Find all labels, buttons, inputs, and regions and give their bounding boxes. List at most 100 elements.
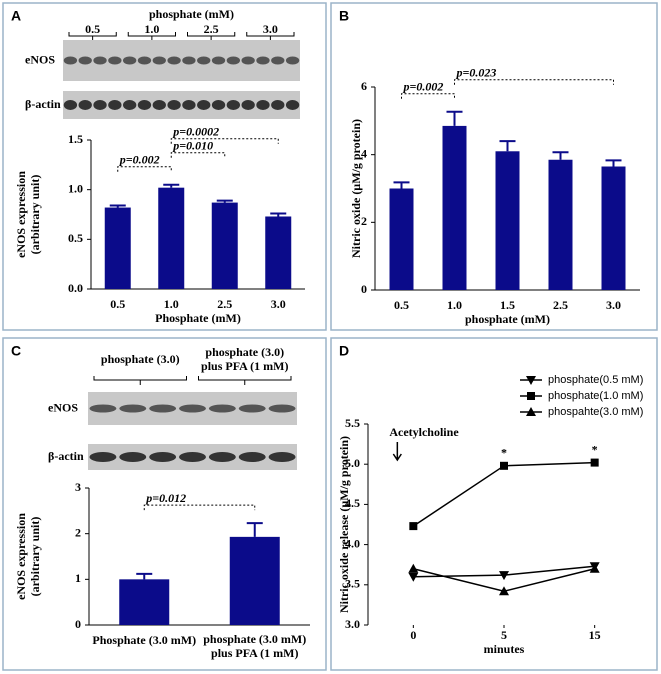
blot-band: [197, 100, 211, 110]
y-tick-label: 2: [361, 214, 367, 228]
bar: [601, 166, 626, 290]
x-tick-label: 5: [501, 628, 507, 642]
significance-bracket: [454, 79, 614, 85]
legend-marker: [526, 376, 536, 385]
blot-band: [78, 100, 92, 110]
error-bar: [499, 140, 516, 152]
panel-border: [330, 337, 658, 671]
blot-band: [179, 404, 206, 413]
blot-row-label: β-actin: [25, 97, 61, 111]
error-bar: [446, 110, 463, 126]
panel-border: [2, 337, 327, 671]
blot-band: [238, 404, 266, 413]
blot-band: [208, 452, 236, 462]
panel-label: A: [11, 8, 21, 24]
annotation: *: [501, 446, 507, 460]
panel-label: D: [339, 343, 349, 359]
x-tick-label: phosphate (3.0 mM) plus PFA (1 mM): [203, 632, 306, 660]
blot-band: [108, 100, 122, 110]
y-tick-label: 2: [75, 525, 81, 539]
blot-band: [119, 404, 147, 413]
error-bar: [246, 522, 263, 537]
blot-band: [256, 100, 270, 110]
blot-band: [271, 100, 285, 110]
blot-band: [119, 452, 147, 462]
point: [500, 461, 508, 470]
y-tick-label: 3.5: [345, 577, 360, 591]
blot-row-label: eNOS: [25, 52, 55, 66]
error-bar: [216, 199, 233, 203]
blot-band: [241, 56, 255, 65]
y-tick-label: 4.0: [345, 536, 360, 550]
blot-band: [208, 404, 236, 413]
y-tick-label: 3: [75, 480, 81, 494]
blot-band: [93, 100, 107, 110]
y-tick-label: 0: [361, 282, 367, 296]
y-tick-label: 6: [361, 79, 367, 93]
annotation-arrow: [392, 442, 402, 462]
lane-bracket: [93, 376, 187, 385]
blot-band: [63, 56, 78, 65]
significance-bracket: [170, 152, 226, 158]
x-tick-label: 2.5: [553, 298, 568, 312]
y-tick-label: 3.0: [345, 617, 360, 631]
error-bar: [270, 212, 287, 217]
blot-header: phosphate (mM): [149, 7, 234, 21]
blot-band: [93, 56, 107, 65]
y-tick-label: 0.0: [68, 281, 83, 295]
legend-label: phospahte(3.0 mM): [548, 406, 643, 418]
p-value: p=0.002: [403, 79, 444, 93]
legend-label: phosphate(0.5 mM): [548, 374, 643, 386]
lane-label: phosphate (3.0) plus PFA (1 mM): [201, 345, 288, 373]
blot-band: [285, 56, 300, 65]
error-bar: [163, 183, 180, 188]
y-axis-label: eNOS expression(arbitrary unit): [14, 513, 42, 600]
blot-band: [122, 56, 137, 65]
p-value: p=0.010: [172, 138, 213, 152]
x-tick-label: 0: [410, 628, 416, 642]
point: [408, 563, 419, 573]
blot-band: [256, 56, 270, 65]
lane-bracket: [198, 376, 292, 385]
error-bar: [109, 204, 126, 208]
y-axis-label: Nitric oxide release (µM/g protein): [337, 436, 351, 613]
bar: [119, 579, 170, 625]
y-axis-label: Nitric oxide (µM/g protein): [349, 119, 363, 258]
p-value: p=0.0002: [172, 124, 219, 138]
x-tick-label: 3.0: [271, 297, 286, 311]
blot-band: [268, 452, 296, 462]
bar: [548, 159, 573, 290]
y-tick-label: 4.5: [345, 496, 360, 510]
annotation: *: [592, 442, 598, 456]
point: [499, 571, 509, 581]
p-value: p=0.002: [119, 152, 160, 166]
blot-band: [108, 56, 122, 65]
blot-band: [78, 56, 92, 65]
blot-band: [89, 404, 117, 413]
blot-band: [149, 452, 177, 462]
significance-bracket: [401, 93, 455, 99]
y-tick-label: 0: [75, 617, 81, 631]
blot-band: [182, 56, 196, 65]
x-tick-label: 1.0: [164, 297, 179, 311]
x-axis-label: phosphate (mM): [465, 312, 550, 326]
significance-bracket: [143, 504, 256, 511]
y-tick-label: 1.0: [68, 181, 83, 195]
blot-band: [63, 100, 78, 110]
bar: [104, 207, 131, 289]
blot-band: [167, 56, 181, 65]
blot-band: [211, 100, 226, 110]
blot-band: [179, 452, 206, 462]
error-bar: [605, 159, 622, 167]
blot-band: [271, 56, 285, 65]
blot-band: [285, 100, 300, 110]
y-tick-label: 4: [361, 146, 367, 160]
x-tick-label: 15: [589, 628, 601, 642]
p-value: p=0.012: [145, 491, 186, 505]
lane-label: phosphate (3.0): [101, 352, 180, 366]
blot-band: [167, 100, 181, 110]
x-axis-label: minutes: [484, 642, 525, 656]
panel-label: C: [11, 343, 21, 359]
y-tick-label: 5.5: [345, 416, 360, 430]
